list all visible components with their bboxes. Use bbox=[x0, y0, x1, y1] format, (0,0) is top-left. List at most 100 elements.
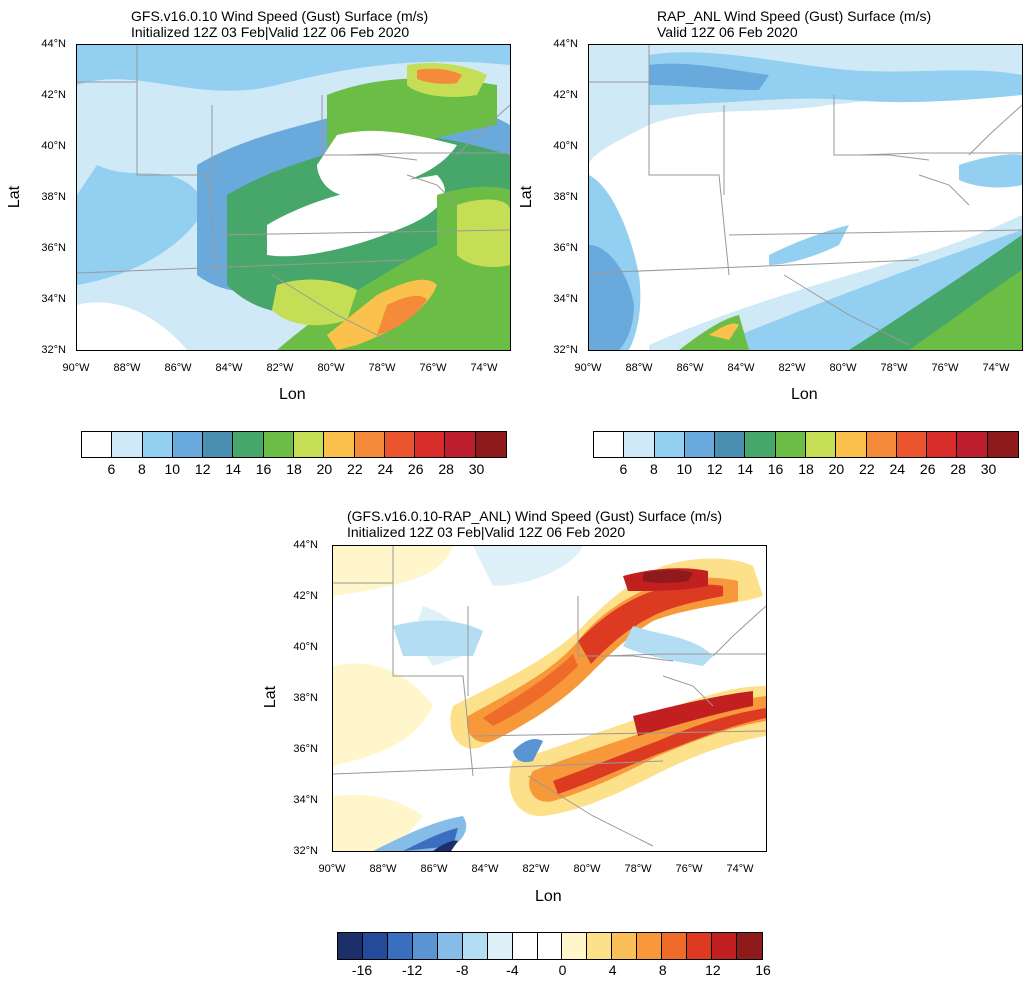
xtick-label: 78°W bbox=[880, 362, 908, 374]
ytick-label: 40°N bbox=[553, 140, 578, 152]
ytick-label: 36°N bbox=[553, 242, 578, 254]
xtick-label: 86°W bbox=[420, 863, 448, 875]
diff-colorbar bbox=[337, 932, 763, 960]
colorbar-box bbox=[338, 933, 363, 959]
colorbar-label: 30 bbox=[468, 461, 485, 477]
colorbar-box bbox=[475, 432, 506, 457]
colorbar-label: 30 bbox=[980, 461, 997, 477]
colorbar-box bbox=[684, 432, 716, 457]
colorbar-box bbox=[662, 933, 688, 959]
colorbar-label: -4 bbox=[506, 962, 519, 978]
ytick-label: 34°N bbox=[293, 794, 318, 806]
x-axis-label: Lon bbox=[279, 386, 306, 403]
colorbar-label: 6 bbox=[107, 461, 116, 477]
colorbar-label: 24 bbox=[377, 461, 394, 477]
colorbar-label: 6 bbox=[619, 461, 628, 477]
colorbar-box bbox=[805, 432, 837, 457]
colorbar-label: 16 bbox=[255, 461, 272, 477]
colorbar-box bbox=[354, 432, 385, 457]
colorbar-box bbox=[445, 432, 476, 457]
colorbar-box bbox=[587, 933, 613, 959]
colorbar-box bbox=[687, 933, 713, 959]
xtick-label: 88°W bbox=[625, 362, 653, 374]
colorbar-box bbox=[362, 933, 388, 959]
rap-map bbox=[588, 44, 1023, 351]
ytick-label: 32°N bbox=[553, 344, 578, 356]
xtick-label: 80°W bbox=[573, 863, 601, 875]
colorbar-label: 20 bbox=[828, 461, 845, 477]
colorbar-box bbox=[487, 933, 513, 959]
ytick-label: 44°N bbox=[553, 38, 578, 50]
colorbar-label: 22 bbox=[859, 461, 875, 477]
colorbar-box bbox=[142, 432, 173, 457]
colorbar-box bbox=[537, 933, 563, 959]
xtick-label: 76°W bbox=[419, 362, 447, 374]
ytick-label: 34°N bbox=[553, 293, 578, 305]
colorbar-box bbox=[462, 933, 488, 959]
colorbar-label: 18 bbox=[798, 461, 814, 477]
colorbar-box bbox=[712, 933, 737, 959]
ytick-label: 42°N bbox=[41, 89, 66, 101]
xtick-label: 82°W bbox=[522, 863, 550, 875]
xtick-label: 88°W bbox=[369, 863, 397, 875]
colorbar-box bbox=[293, 432, 325, 457]
y-axis-label: Lat bbox=[6, 185, 24, 209]
colorbar-label: 8 bbox=[658, 962, 667, 978]
ytick-label: 40°N bbox=[293, 641, 318, 653]
colorbar-label: -8 bbox=[456, 962, 469, 978]
panel-title-line1: RAP_ANL Wind Speed (Gust) Surface (m/s) bbox=[657, 8, 932, 24]
colorbar-label: 24 bbox=[889, 461, 906, 477]
ytick-label: 42°N bbox=[293, 590, 318, 602]
x-axis-label: Lon bbox=[791, 386, 818, 403]
colorbar-box bbox=[957, 432, 988, 457]
ytick-label: 38°N bbox=[553, 191, 578, 203]
xtick-label: 82°W bbox=[778, 362, 806, 374]
xtick-label: 84°W bbox=[215, 362, 243, 374]
ytick-label: 32°N bbox=[293, 845, 318, 857]
xtick-label: 74°W bbox=[726, 863, 754, 875]
xtick-label: 82°W bbox=[266, 362, 294, 374]
colorbar-box bbox=[172, 432, 204, 457]
y-axis-label: Lat bbox=[262, 685, 280, 709]
ytick-label: 38°N bbox=[41, 191, 66, 203]
colorbar-label: 4 bbox=[608, 962, 617, 978]
ytick-label: 34°N bbox=[41, 293, 66, 305]
diff-panel: (GFS.v16.0.10-RAP_ANL) Wind Speed (Gust)… bbox=[256, 500, 776, 988]
colorbar-label: 26 bbox=[919, 461, 936, 477]
colorbar-label: 10 bbox=[676, 461, 693, 477]
colorbar-label: 12 bbox=[705, 962, 721, 978]
colorbar-box bbox=[987, 432, 1018, 457]
colorbar-box bbox=[927, 432, 958, 457]
colorbar-box bbox=[415, 432, 446, 457]
ytick-label: 36°N bbox=[41, 242, 66, 254]
colorbar-box bbox=[562, 933, 588, 959]
colorbar-label: 16 bbox=[767, 461, 784, 477]
colorbar-label: 18 bbox=[286, 461, 302, 477]
xtick-label: 76°W bbox=[675, 863, 703, 875]
colorbar-label: 14 bbox=[225, 461, 241, 477]
ytick-label: 42°N bbox=[553, 89, 578, 101]
gfs-map bbox=[76, 44, 511, 351]
colorbar-label: 28 bbox=[950, 461, 966, 477]
colorbar-box bbox=[512, 933, 538, 959]
colorbar-label: 0 bbox=[558, 962, 567, 978]
colorbar-box bbox=[387, 933, 413, 959]
x-axis-label: Lon bbox=[535, 888, 562, 905]
colorbar-box bbox=[233, 432, 264, 457]
xtick-label: 84°W bbox=[727, 362, 755, 374]
xtick-label: 90°W bbox=[62, 362, 90, 374]
colorbar-label: 16 bbox=[755, 962, 771, 978]
rap-colorbar bbox=[593, 431, 1019, 458]
colorbar-box bbox=[637, 933, 663, 959]
gfs-panel: GFS.v16.0.10 Wind Speed (Gust) Surface (… bbox=[0, 0, 520, 477]
xtick-label: 86°W bbox=[676, 362, 704, 374]
colorbar-box bbox=[437, 933, 463, 959]
colorbar-label: -12 bbox=[402, 962, 423, 978]
colorbar-box bbox=[203, 432, 234, 457]
colorbar-box bbox=[715, 432, 746, 457]
ytick-label: 32°N bbox=[41, 344, 66, 356]
panel-title-line1: (GFS.v16.0.10-RAP_ANL) Wind Speed (Gust)… bbox=[347, 508, 723, 524]
colorbar-label: 22 bbox=[347, 461, 363, 477]
colorbar-label: -16 bbox=[351, 962, 373, 978]
ytick-label: 40°N bbox=[41, 140, 66, 152]
